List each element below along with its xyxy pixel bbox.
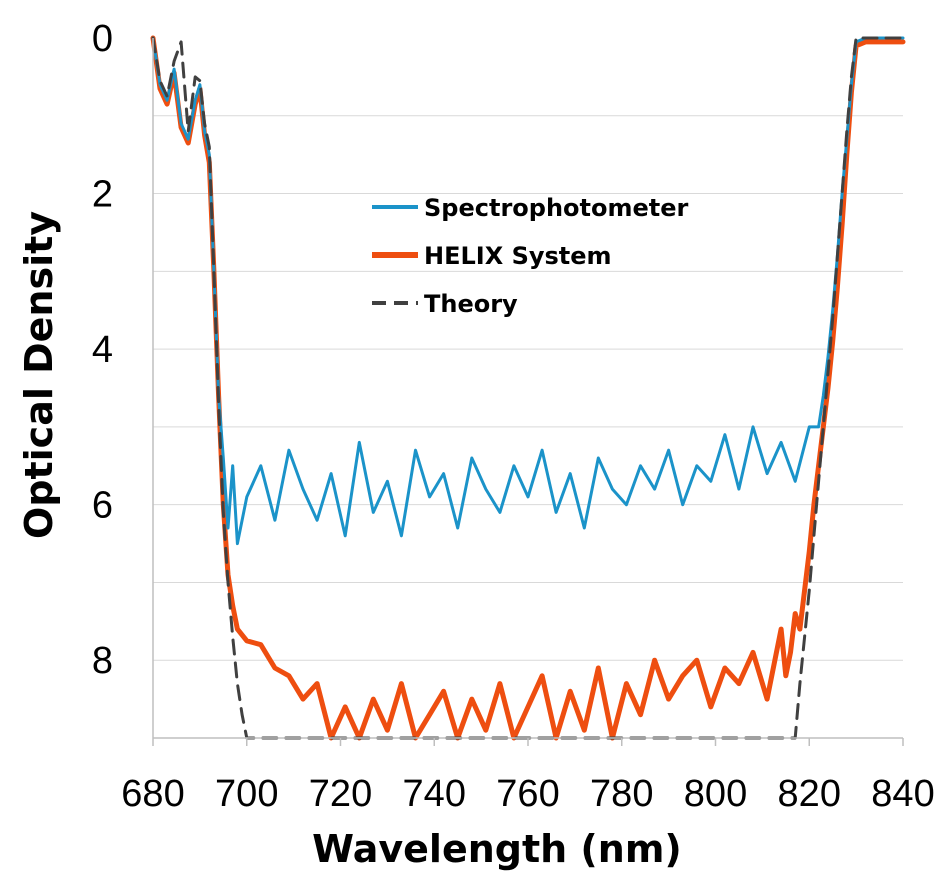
- x-tick-label: 800: [684, 773, 747, 815]
- x-tick-label: 720: [309, 773, 372, 815]
- x-tick-label: 740: [403, 773, 466, 815]
- y-axis-title: Optical Density: [17, 211, 61, 539]
- tick-labels: 680 700 720 740 760 780 800 820 840 0 2 4 6 8: [92, 18, 935, 815]
- x-tick-label: 820: [778, 773, 841, 815]
- x-tick-label: 760: [496, 773, 559, 815]
- y-tick-label: 6: [92, 485, 113, 527]
- y-tick-label: 0: [92, 18, 113, 60]
- series-line-helix-system: [150, 35, 906, 741]
- legend-label-spectrophotometer: Spectrophotometer: [424, 194, 689, 222]
- x-tick-label: 680: [121, 773, 184, 815]
- x-axis-title: Wavelength (nm): [312, 827, 682, 871]
- y-tick-label: 8: [92, 640, 113, 682]
- y-tick-label: 2: [92, 174, 113, 216]
- axes: [152, 38, 904, 746]
- series-line-spectrophotometer: [151, 36, 905, 546]
- y-tick-label: 4: [92, 329, 113, 371]
- legend: Spectrophotometer HELIX System Theory: [372, 194, 689, 318]
- legend-label-theory: Theory: [424, 290, 518, 318]
- series-layer: [150, 35, 906, 741]
- x-tick-label: 700: [215, 773, 278, 815]
- x-tick-label: 780: [590, 773, 653, 815]
- x-tick-label: 840: [871, 773, 934, 815]
- legend-label-helix-system: HELIX System: [424, 242, 612, 270]
